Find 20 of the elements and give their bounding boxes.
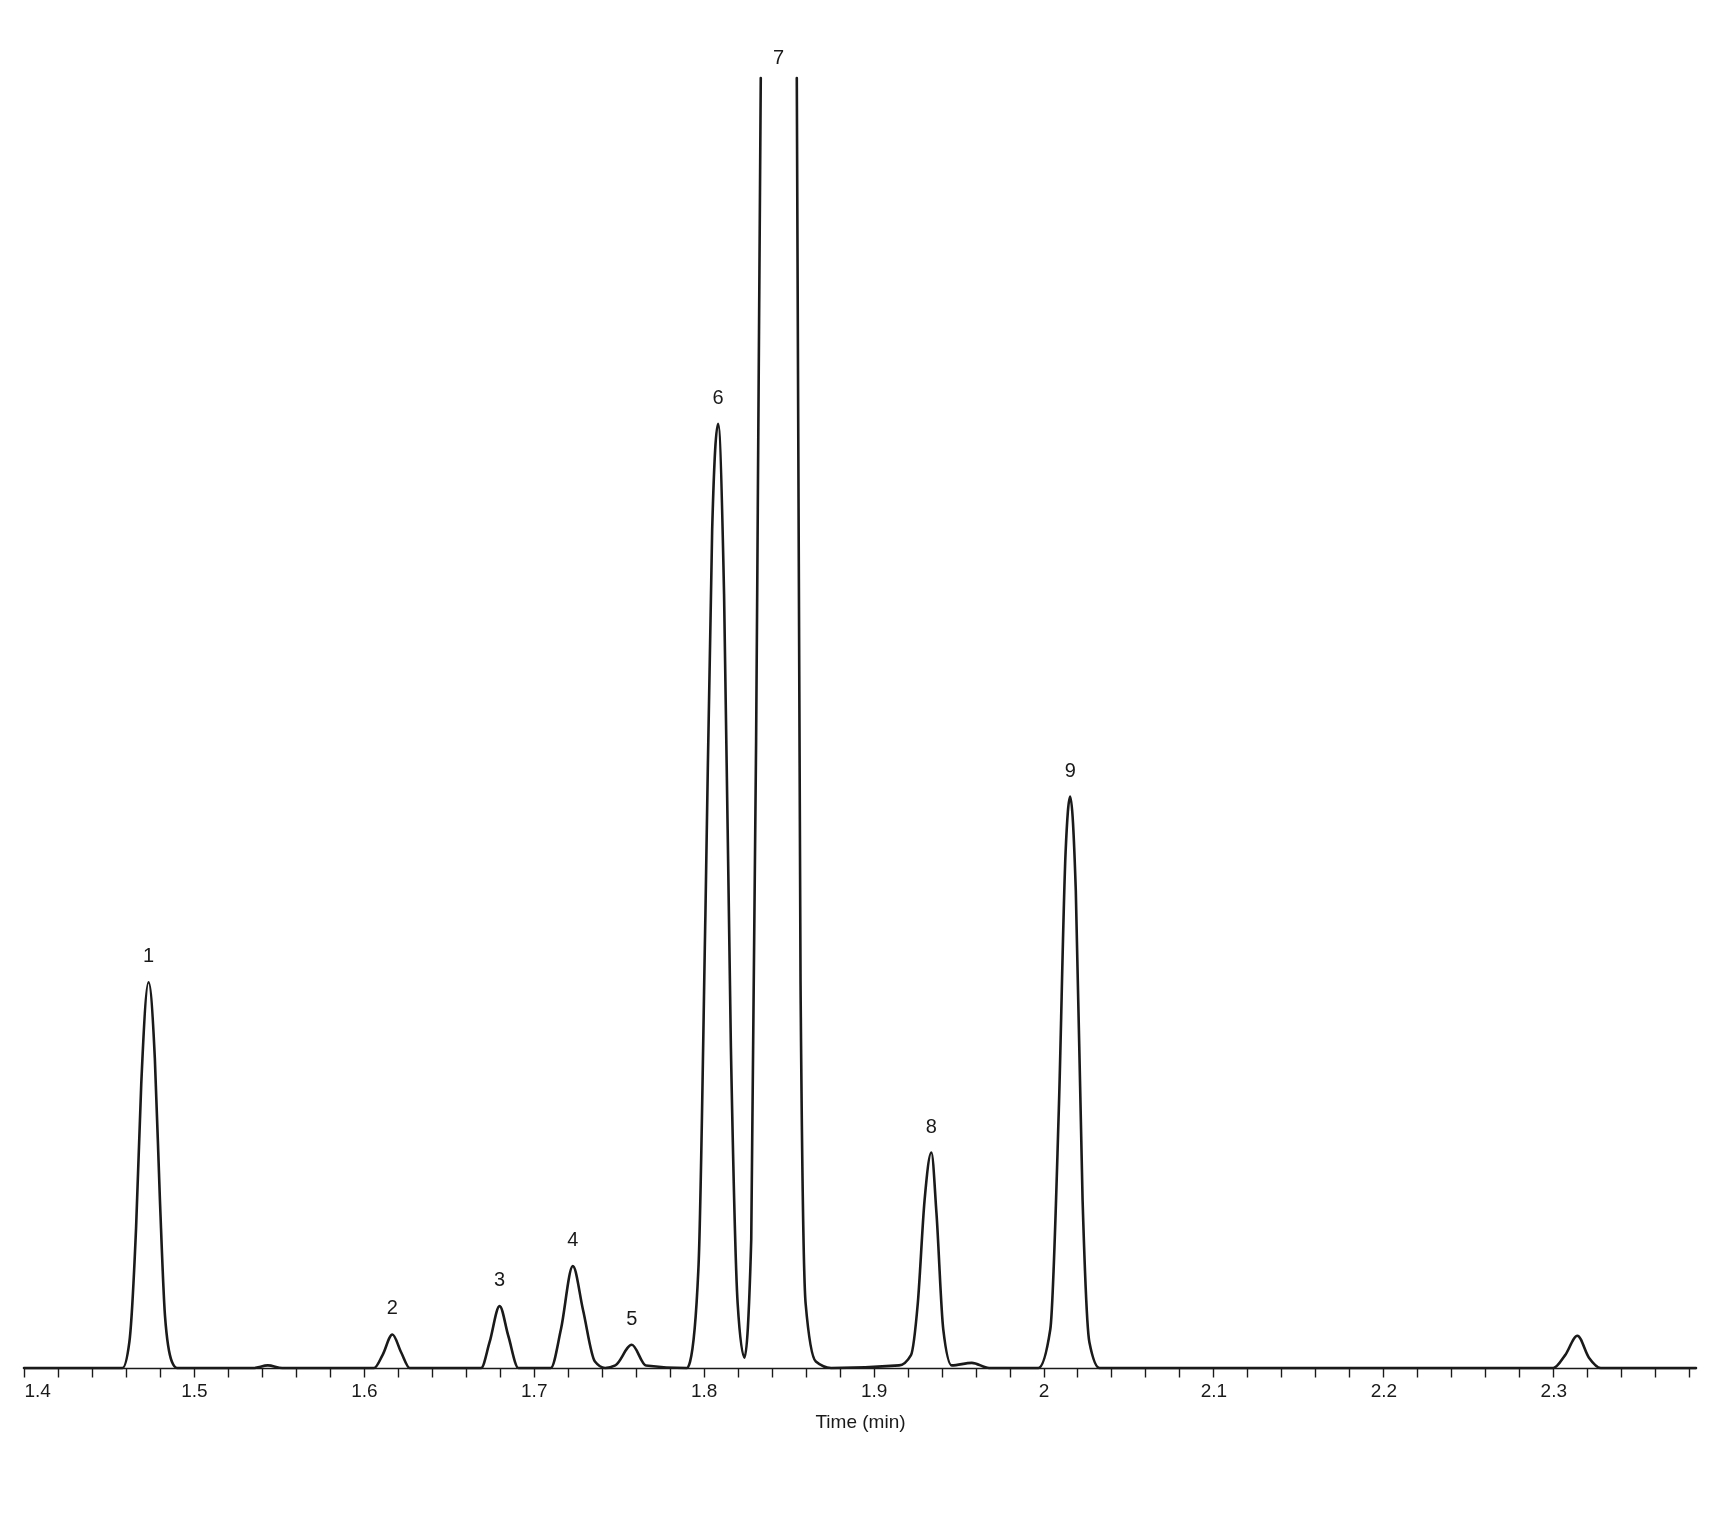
x-axis-title: Time (min) (815, 1410, 906, 1432)
x-tick-label: 1.9 (860, 1379, 888, 1401)
x-tick-label: 1.6 (351, 1379, 378, 1401)
x-tick-label: 2.1 (1200, 1379, 1228, 1401)
x-tick-label: 1.5 (181, 1379, 208, 1401)
annotation: 9 (1064, 758, 1076, 781)
x-tick-label: 2 (1038, 1379, 1050, 1401)
annotation: 3 (494, 1268, 506, 1291)
annotation: 1 (142, 944, 155, 967)
annotation: 8 (925, 1114, 937, 1137)
annotation: 6 (712, 385, 724, 408)
text: 7 (772, 46, 784, 68)
x-tick-label: 2.3 (1540, 1379, 1567, 1401)
annotation: 4 (567, 1228, 579, 1251)
annotation: 5 (626, 1306, 638, 1329)
x-tick-label: 1.8 (690, 1379, 718, 1401)
x-tick-label: 1.4 (24, 1379, 52, 1401)
x-tick-label: 1.7 (521, 1379, 548, 1401)
x-tick-label: 2.2 (1370, 1379, 1398, 1401)
annotation: 2 (386, 1296, 398, 1319)
